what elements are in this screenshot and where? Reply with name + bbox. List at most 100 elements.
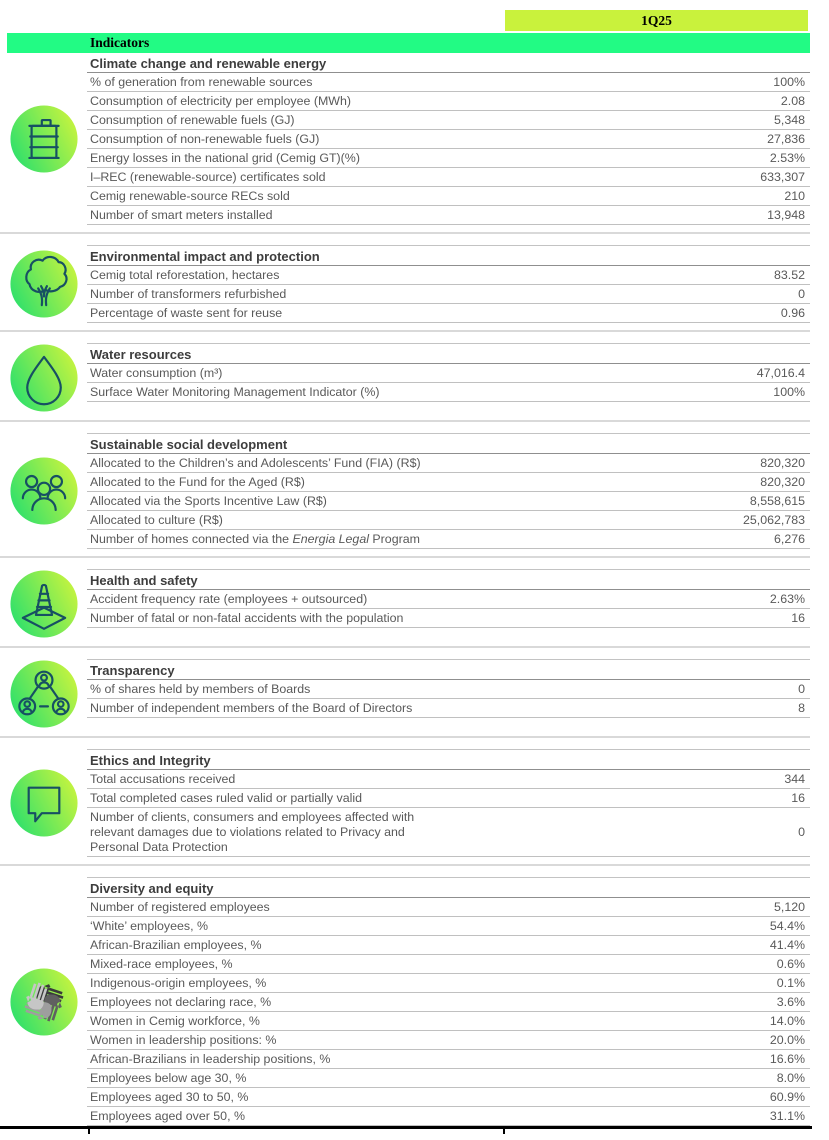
indicator-row: ‘White’ employees, % 54.4% bbox=[87, 917, 810, 936]
indicator-label: Percentage of waste sent for reuse bbox=[90, 306, 283, 320]
indicator-label: Women in leadership positions: % bbox=[90, 1033, 277, 1047]
indicator-value: 2.08 bbox=[780, 94, 805, 108]
indicator-row: Allocated to the Children’s and Adolesce… bbox=[87, 454, 810, 473]
indicator-value: 14.0% bbox=[769, 1014, 805, 1028]
indicator-label: Cemig renewable-source RECs sold bbox=[90, 189, 290, 203]
section-water-resources: Water resources Water consumption (m³) 47,… bbox=[0, 343, 810, 413]
indicator-row: Mixed-race employees, % 0.6% bbox=[87, 955, 810, 974]
indicator-value: 100% bbox=[773, 75, 805, 89]
table-bottom-rule bbox=[0, 1126, 812, 1134]
indicator-label: Allocated via the Sports Incentive Law (… bbox=[90, 494, 327, 508]
indicator-row: Number of independent members of the Boa… bbox=[87, 699, 810, 718]
section-rows: Water resources Water consumption (m³) 47,… bbox=[87, 343, 810, 413]
section-title: Health and safety bbox=[87, 569, 810, 590]
indicator-label: African-Brazilians in leadership positio… bbox=[90, 1052, 331, 1066]
indicator-row: Women in leadership positions: % 20.0% bbox=[87, 1031, 810, 1050]
section-icon-cell bbox=[0, 569, 87, 639]
indicator-label: Total completed cases ruled valid or par… bbox=[90, 791, 363, 805]
indicator-label: Number of smart meters installed bbox=[90, 208, 273, 222]
indicator-label: Indigenous-origin employees, % bbox=[90, 976, 267, 990]
period-column-header: 1Q25 bbox=[505, 10, 808, 31]
section-title: Climate change and renewable energy bbox=[87, 53, 810, 73]
people-network-icon bbox=[9, 659, 79, 729]
indicator-row: Energy losses in the national grid (Cemi… bbox=[87, 149, 810, 168]
indicator-value: 5,348 bbox=[773, 113, 805, 127]
traffic-cone-icon bbox=[9, 569, 79, 639]
section-environmental-impact-and-protection: Environmental impact and protection Cemig… bbox=[0, 245, 810, 323]
indicator-row: Allocated to the Fund for the Aged (R$) 8… bbox=[87, 473, 810, 492]
indicator-label-line: relevant damages due to violations relat… bbox=[90, 825, 405, 839]
indicator-label: I–REC (renewable-source) certificates so… bbox=[90, 170, 326, 184]
indicator-row: Consumption of renewable fuels (GJ) 5,348 bbox=[87, 111, 810, 130]
indicators-header-bar: Indicators bbox=[7, 33, 810, 53]
indicator-label: Energy losses in the national grid (Cemi… bbox=[90, 151, 360, 165]
indicator-row: Consumption of electricity per employee … bbox=[87, 92, 810, 111]
indicator-label: Number of transformers refurbished bbox=[90, 287, 287, 301]
indicator-value: 344 bbox=[784, 772, 805, 786]
section-climate-change-and-renewable-energy: Climate change and renewable energy% of … bbox=[0, 53, 810, 225]
indicator-label: Allocated to culture (R$) bbox=[90, 513, 223, 527]
section-icon-cell bbox=[0, 433, 87, 549]
indicator-value: 13,948 bbox=[767, 208, 805, 222]
indicator-value: 60.9% bbox=[769, 1090, 805, 1104]
section-rows: Environmental impact and protection Cemig… bbox=[87, 245, 810, 323]
indicator-label: Employees not declaring race, % bbox=[90, 995, 272, 1009]
section-icon-cell bbox=[0, 877, 87, 1126]
indicator-value: 27,836 bbox=[767, 132, 805, 146]
section-divider bbox=[0, 736, 810, 738]
section-icon-cell bbox=[0, 343, 87, 413]
section-rows: Diversity and equity Number of registered… bbox=[87, 877, 810, 1126]
section-title: Water resources bbox=[87, 343, 810, 364]
indicator-value: 2.53% bbox=[769, 151, 805, 165]
section-divider bbox=[0, 556, 810, 558]
indicator-value: 5,120 bbox=[773, 900, 805, 914]
indicator-value: 6,276 bbox=[773, 532, 805, 546]
section-rows: Climate change and renewable energy% of … bbox=[87, 53, 810, 225]
section-title: Sustainable social development bbox=[87, 433, 810, 454]
indicator-label: Mixed-race employees, % bbox=[90, 957, 233, 971]
indicator-row: Percentage of waste sent for reuse 0.96 bbox=[87, 304, 810, 323]
indicator-label: Surface Water Monitoring Management Indi… bbox=[90, 385, 380, 399]
indicator-label: Employees aged over 50, % bbox=[90, 1109, 245, 1123]
indicator-row: % of generation from renewable sources 10… bbox=[87, 73, 810, 92]
indicator-row: Consumption of non-renewable fuels (GJ) 2… bbox=[87, 130, 810, 149]
indicator-label: African-Brazilian employees, % bbox=[90, 938, 262, 952]
indicator-label: Number of registered employees bbox=[90, 900, 270, 914]
indicator-value: 100% bbox=[773, 385, 805, 399]
indicators-label: Indicators bbox=[90, 35, 150, 50]
section-rows: Transparency% of shares held by members … bbox=[87, 659, 810, 729]
indicator-label-line: Personal Data Protection bbox=[90, 840, 228, 854]
indicator-value: 8.0% bbox=[776, 1071, 805, 1085]
indicators-table: Climate change and renewable energy% of … bbox=[0, 53, 812, 1134]
indicator-row: Water consumption (m³) 47,016.4 bbox=[87, 364, 810, 383]
indicator-label: Accident frequency rate (employees + out… bbox=[90, 592, 368, 606]
indicator-value: 210 bbox=[784, 189, 805, 203]
indicator-label: Number of fatal or non-fatal accidents w… bbox=[90, 611, 404, 625]
indicator-value: 8 bbox=[798, 701, 805, 715]
indicator-value: 25,062,783 bbox=[742, 513, 805, 527]
section-divider bbox=[0, 420, 810, 422]
column-tick bbox=[503, 1129, 505, 1134]
indicator-value: 47,016.4 bbox=[756, 366, 805, 380]
indicator-value: 16 bbox=[791, 791, 805, 805]
section-icon-cell bbox=[0, 53, 87, 225]
indicator-label: Cemig total reforestation, hectares bbox=[90, 268, 280, 282]
indicator-label: Allocated to the Fund for the Aged (R$) bbox=[90, 475, 305, 489]
indicator-row: African-Brazilians in leadership positio… bbox=[87, 1050, 810, 1069]
section-rows: Ethics and Integrity Total accusations re… bbox=[87, 749, 810, 857]
section-icon-cell bbox=[0, 245, 87, 323]
indicator-row: Women in Cemig workforce, % 14.0% bbox=[87, 1012, 810, 1031]
section-icon-cell bbox=[0, 659, 87, 729]
indicator-value: 2.63% bbox=[769, 592, 805, 606]
indicator-row: Number of transformers refurbished 0 bbox=[87, 285, 810, 304]
indicator-label: Women in Cemig workforce, % bbox=[90, 1014, 260, 1028]
indicator-label-part: Number of homes connected via the bbox=[90, 532, 293, 546]
period-label: 1Q25 bbox=[641, 12, 672, 28]
indicator-label: Number of clients, consumers and employe… bbox=[90, 810, 798, 855]
indicator-value: 31.1% bbox=[769, 1109, 805, 1123]
indicator-row: Number of clients, consumers and employe… bbox=[87, 808, 810, 857]
indicator-row: % of shares held by members of Boards 0 bbox=[87, 680, 810, 699]
indicator-row: Cemig renewable-source RECs sold 210 bbox=[87, 187, 810, 206]
tree-icon bbox=[9, 249, 79, 319]
section-title: Ethics and Integrity bbox=[87, 749, 810, 770]
